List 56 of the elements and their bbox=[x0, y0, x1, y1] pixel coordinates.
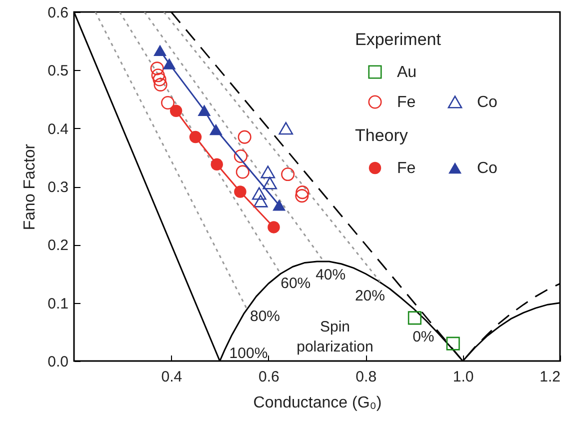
annotation: 40% bbox=[316, 266, 346, 284]
y-tick-label: 0.0 bbox=[48, 354, 68, 370]
annotation: 0% bbox=[412, 328, 434, 346]
point bbox=[295, 189, 309, 203]
y-tick-label: 0.2 bbox=[48, 237, 68, 254]
point bbox=[278, 122, 294, 135]
point bbox=[152, 72, 166, 86]
y-tick-label: 0.6 bbox=[48, 4, 68, 22]
point bbox=[170, 104, 182, 117]
point bbox=[408, 311, 422, 325]
point bbox=[209, 124, 222, 136]
x-tick-label: 0.8 bbox=[356, 368, 377, 386]
point bbox=[268, 221, 280, 234]
point bbox=[154, 44, 167, 56]
x-tick-label: 0.4 bbox=[161, 368, 182, 386]
annotation: 80% bbox=[250, 308, 280, 326]
annotation: 60% bbox=[280, 275, 311, 292]
point bbox=[161, 96, 175, 110]
point bbox=[198, 104, 211, 116]
legend-label: Co bbox=[477, 94, 498, 111]
point bbox=[154, 78, 168, 92]
x-tick-label: 1.0 bbox=[452, 368, 474, 386]
point bbox=[189, 130, 202, 144]
legend-label: Fe bbox=[397, 94, 416, 111]
point bbox=[236, 165, 250, 179]
point bbox=[238, 130, 252, 144]
x-tick-label: 1.2 bbox=[540, 368, 560, 386]
legend-label: Au bbox=[397, 64, 417, 81]
y-tick-label: 0.3 bbox=[48, 179, 68, 196]
y-tick-label: 0.4 bbox=[48, 120, 68, 138]
x-tick-label: 0.6 bbox=[258, 368, 280, 386]
legend-label: Co bbox=[477, 160, 498, 177]
y-axis-title: Fano Factor bbox=[22, 143, 39, 230]
point bbox=[446, 336, 460, 350]
point bbox=[252, 187, 266, 200]
annotation: 100% bbox=[229, 344, 268, 362]
point bbox=[162, 58, 176, 70]
legend-title: Experiment bbox=[355, 30, 442, 49]
point bbox=[272, 199, 286, 211]
point bbox=[253, 194, 268, 208]
y-tick-label: 0.1 bbox=[48, 295, 68, 312]
annotation: 20% bbox=[354, 287, 385, 304]
point bbox=[234, 149, 248, 164]
annotation: Spin polarization bbox=[296, 318, 374, 356]
y-tick-label: 0.5 bbox=[48, 62, 68, 80]
point bbox=[262, 176, 278, 190]
point bbox=[234, 186, 246, 198]
point bbox=[151, 68, 165, 82]
point bbox=[260, 166, 276, 178]
point bbox=[150, 62, 164, 76]
point bbox=[210, 158, 224, 171]
annotation: Theory bbox=[355, 126, 408, 145]
x-axis-title: Conductance (G₀) bbox=[253, 394, 382, 412]
point bbox=[296, 186, 310, 200]
point bbox=[281, 168, 295, 182]
legend-label: Fe bbox=[397, 160, 416, 177]
